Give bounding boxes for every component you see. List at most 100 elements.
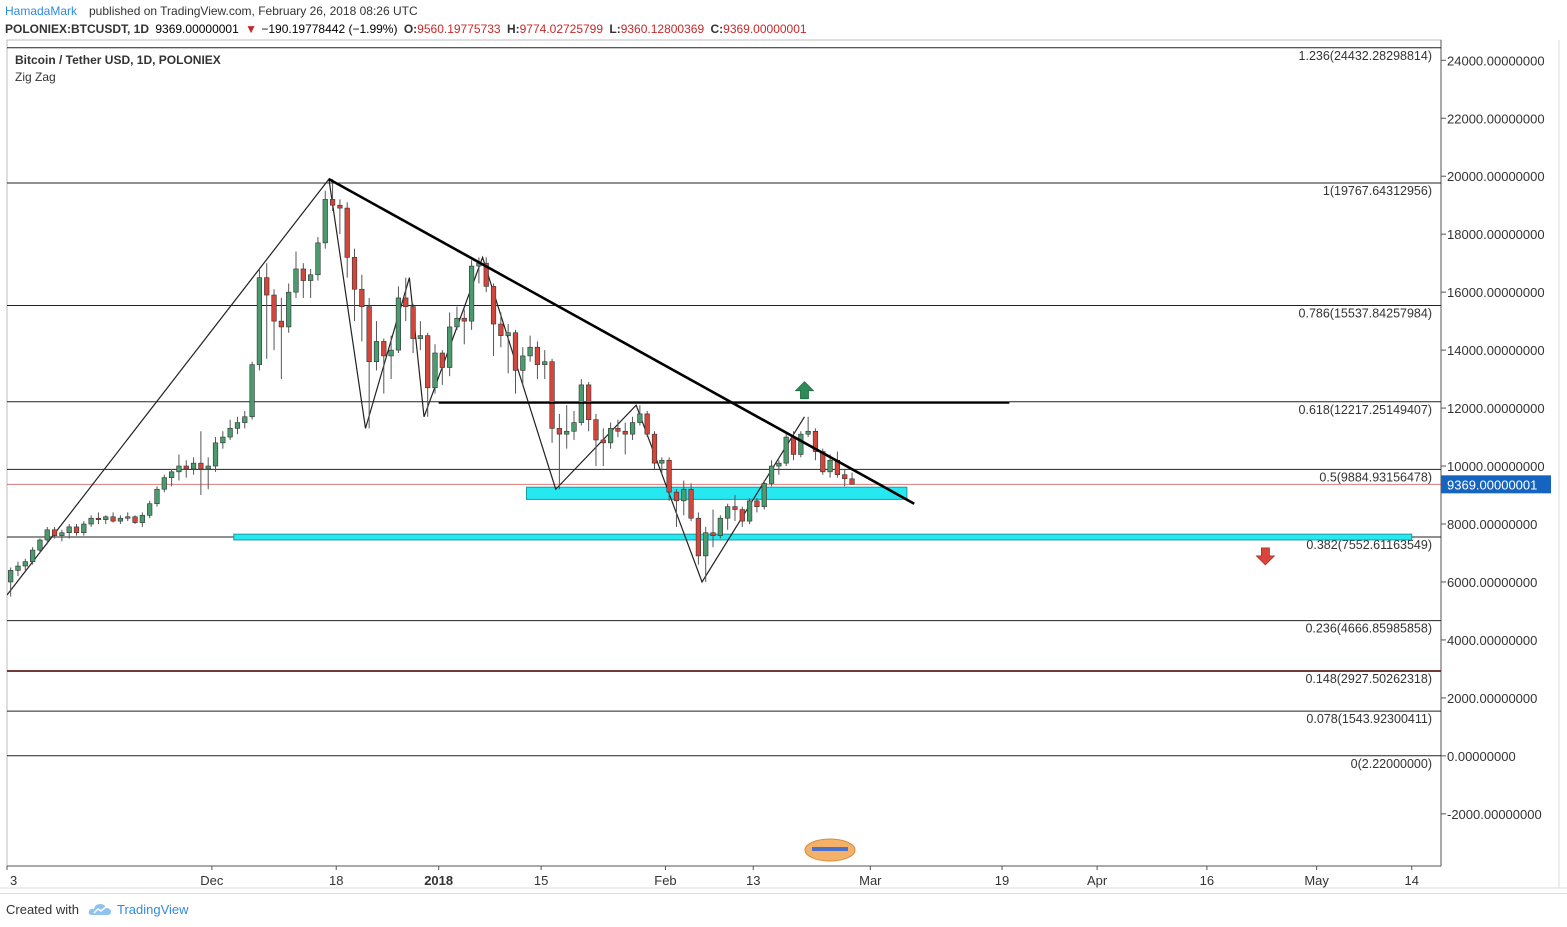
created-with-label: Created with <box>6 902 79 917</box>
time-tick-label: 19 <box>995 873 1009 888</box>
candle-body <box>637 413 643 423</box>
candle-body <box>461 317 467 322</box>
candle-body <box>564 430 570 435</box>
candle-body <box>125 516 131 519</box>
candle-body <box>673 491 680 502</box>
price-tick-label: 12000.00000000 <box>1447 401 1545 416</box>
tradingview-link[interactable]: TradingView <box>117 902 189 917</box>
candle-body <box>286 291 292 328</box>
footer: Created with TradingView <box>0 893 1567 927</box>
price-change: −190.19778442 (−1.99%) <box>261 22 398 36</box>
candle-body <box>417 335 423 339</box>
support-zone <box>525 486 908 500</box>
last-price-tag <box>1441 475 1551 494</box>
candle-body <box>110 516 116 522</box>
candle-body <box>256 277 263 365</box>
candle-body <box>117 517 124 522</box>
down-triangle-icon: ▼ <box>245 22 258 36</box>
candle-body <box>147 503 153 516</box>
candle-body <box>139 515 145 523</box>
fib-level-label: 1(19767.64312956) <box>1323 184 1432 198</box>
candle-body <box>534 346 541 365</box>
candle-body <box>549 361 555 429</box>
author-link[interactable]: HamadaMark <box>5 4 78 18</box>
candle-body <box>454 317 460 328</box>
plot-area <box>6 39 1442 867</box>
price-tick-label: 16000.00000000 <box>1447 285 1545 300</box>
candle-body <box>644 413 650 435</box>
legend-title: Bitcoin / Tether USD, 1D, POLONIEX <box>15 53 221 67</box>
candle-body <box>395 297 402 351</box>
fib-level-label: 0.078(1543.92300411) <box>1306 712 1432 726</box>
watermark-badge-stripe <box>812 847 848 851</box>
candle-body <box>315 242 321 276</box>
plot-content: 1.236(24432.28298814) 1(19767.64312956) 0.… <box>7 47 1441 862</box>
publish-info: published on TradingView.com, February 2… <box>89 4 418 18</box>
candle-body <box>776 462 782 467</box>
candle-body <box>468 265 475 322</box>
candle-body <box>732 506 738 510</box>
time-tick-label: May <box>1304 873 1329 888</box>
price-tick-label: 20000.00000000 <box>1447 169 1545 184</box>
candle-body <box>37 539 43 551</box>
candle-body <box>505 332 511 336</box>
candle-body <box>88 517 94 525</box>
candle-body <box>169 471 175 478</box>
open-label: O: <box>403 22 418 36</box>
candle-body <box>432 352 438 389</box>
candle-body <box>176 465 182 473</box>
candle-body <box>264 277 270 296</box>
candle-body <box>659 459 665 464</box>
price-tick-label: 24000.00000000 <box>1447 53 1545 68</box>
price-chart[interactable]: 24000.00000000 22000.00000000 20000.000000… <box>0 0 1567 893</box>
time-tick-label: Feb <box>654 873 676 888</box>
price-tick-label: 0.00000000 <box>1447 749 1516 764</box>
time-tick-label: 13 <box>746 873 760 888</box>
time-tick-label: 3 <box>10 873 17 888</box>
candle-body <box>410 306 416 339</box>
fib-level-label: 0.236(4666.85985858) <box>1305 622 1432 636</box>
fib-level-label: 0.5(9884.93156478) <box>1319 470 1432 484</box>
fib-level-label: 1.236(24432.28298814) <box>1299 49 1432 63</box>
candle-body <box>703 532 709 557</box>
low-value: 9360.12800369 <box>620 22 705 36</box>
candle-body <box>629 422 636 435</box>
legend-indicator: Zig Zag <box>15 70 56 84</box>
tradingview-cloud-icon <box>88 904 111 915</box>
publish-header: HamadaMark published on TradingView.com,… <box>0 0 1567 22</box>
candle-body <box>30 549 36 562</box>
ohlc-bar: POLONIEX:BTCUSDT, 1D 9369.00000001 ▼ −19… <box>5 22 810 38</box>
candle-body <box>278 320 284 328</box>
candle-body <box>388 349 394 357</box>
candle-body <box>322 199 328 244</box>
time-tick-label: 2018 <box>424 873 453 888</box>
candle-body <box>44 529 50 541</box>
price-tick-label: 10000.00000000 <box>1447 459 1545 474</box>
candle-body <box>512 332 519 371</box>
candle-body <box>681 488 687 502</box>
candle-body <box>59 532 65 536</box>
price-tick-label: 6000.00000000 <box>1447 575 1537 590</box>
candle-body <box>337 204 343 209</box>
candle-body <box>344 207 350 258</box>
candle-body <box>81 523 87 534</box>
chart-legend: Bitcoin / Tether USD, 1D, POLONIEX Zig Z… <box>15 53 221 84</box>
candle-body <box>747 500 753 522</box>
candle-body <box>73 526 80 534</box>
candle-body <box>183 465 189 470</box>
last-price-tag-label: 9369.00000001 <box>1447 477 1537 492</box>
candle-body <box>234 422 241 429</box>
low-label: L: <box>609 22 621 36</box>
up-arrow-icon <box>794 381 815 400</box>
candle-body <box>490 286 497 325</box>
candle-body <box>425 335 431 389</box>
fib-level-label: 0.382(7552.61163549) <box>1306 538 1432 552</box>
time-tick-label: 16 <box>1200 873 1214 888</box>
symbol-label: POLONIEX:BTCUSDT, 1D <box>5 22 150 36</box>
candle-body <box>783 436 789 464</box>
candle-body <box>205 465 211 470</box>
candle-body <box>615 428 621 432</box>
candle-body <box>695 517 701 557</box>
candle-body <box>498 323 504 336</box>
candle-body <box>651 433 658 464</box>
